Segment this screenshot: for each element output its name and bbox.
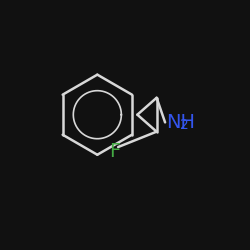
Text: F: F [110, 142, 121, 161]
Text: 2: 2 [180, 118, 188, 132]
Text: NH: NH [166, 113, 196, 132]
